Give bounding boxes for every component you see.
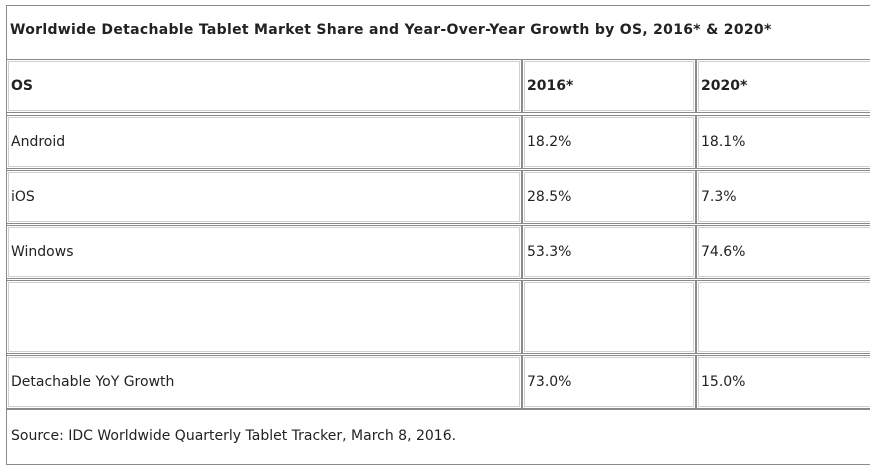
header-label-2016: 2016* bbox=[527, 78, 574, 94]
table-row-growth-2020: 15.0% bbox=[696, 355, 870, 409]
cell-os: Detachable YoY Growth bbox=[11, 374, 175, 390]
source-note: Source: IDC Worldwide Quarterly Tablet T… bbox=[11, 428, 457, 444]
header-cell-2020: 2020* bbox=[696, 59, 870, 113]
table-row-android-2020: 18.1% bbox=[696, 115, 870, 169]
table-row-ios-os: iOS bbox=[6, 170, 522, 224]
header-cell-os: OS bbox=[6, 59, 522, 113]
header-label-os: OS bbox=[11, 78, 33, 94]
header-label-2020: 2020* bbox=[701, 78, 748, 94]
cell-2020: 74.6% bbox=[701, 244, 746, 260]
cell-os: iOS bbox=[11, 189, 35, 205]
cell-2016: 18.2% bbox=[527, 134, 572, 150]
table-row-blank-os bbox=[6, 280, 522, 354]
table-row-windows-os: Windows bbox=[6, 225, 522, 279]
table-row-blank-2016 bbox=[522, 280, 696, 354]
cell-os: Windows bbox=[11, 244, 74, 260]
cell-2016: 28.5% bbox=[527, 189, 572, 205]
table-row-ios-2016: 28.5% bbox=[522, 170, 696, 224]
table-row-blank-2020 bbox=[696, 280, 870, 354]
table-row-growth-2016: 73.0% bbox=[522, 355, 696, 409]
cell-os: Android bbox=[11, 134, 66, 150]
header-cell-2016: 2016* bbox=[522, 59, 696, 113]
cell-2020: 18.1% bbox=[701, 134, 746, 150]
cell-2020: 7.3% bbox=[701, 189, 737, 205]
cell-2016: 53.3% bbox=[527, 244, 572, 260]
table-row-ios-2020: 7.3% bbox=[696, 170, 870, 224]
table-row-android-2016: 18.2% bbox=[522, 115, 696, 169]
table-row-growth-os: Detachable YoY Growth bbox=[6, 355, 522, 409]
table-row-windows-2016: 53.3% bbox=[522, 225, 696, 279]
table-row-windows-2020: 74.6% bbox=[696, 225, 870, 279]
table-title: Worldwide Detachable Tablet Market Share… bbox=[10, 22, 772, 38]
cell-2020: 15.0% bbox=[701, 374, 746, 390]
table-row-android-os: Android bbox=[6, 115, 522, 169]
cell-2016: 73.0% bbox=[527, 374, 572, 390]
source-note-row: Source: IDC Worldwide Quarterly Tablet T… bbox=[6, 409, 870, 465]
